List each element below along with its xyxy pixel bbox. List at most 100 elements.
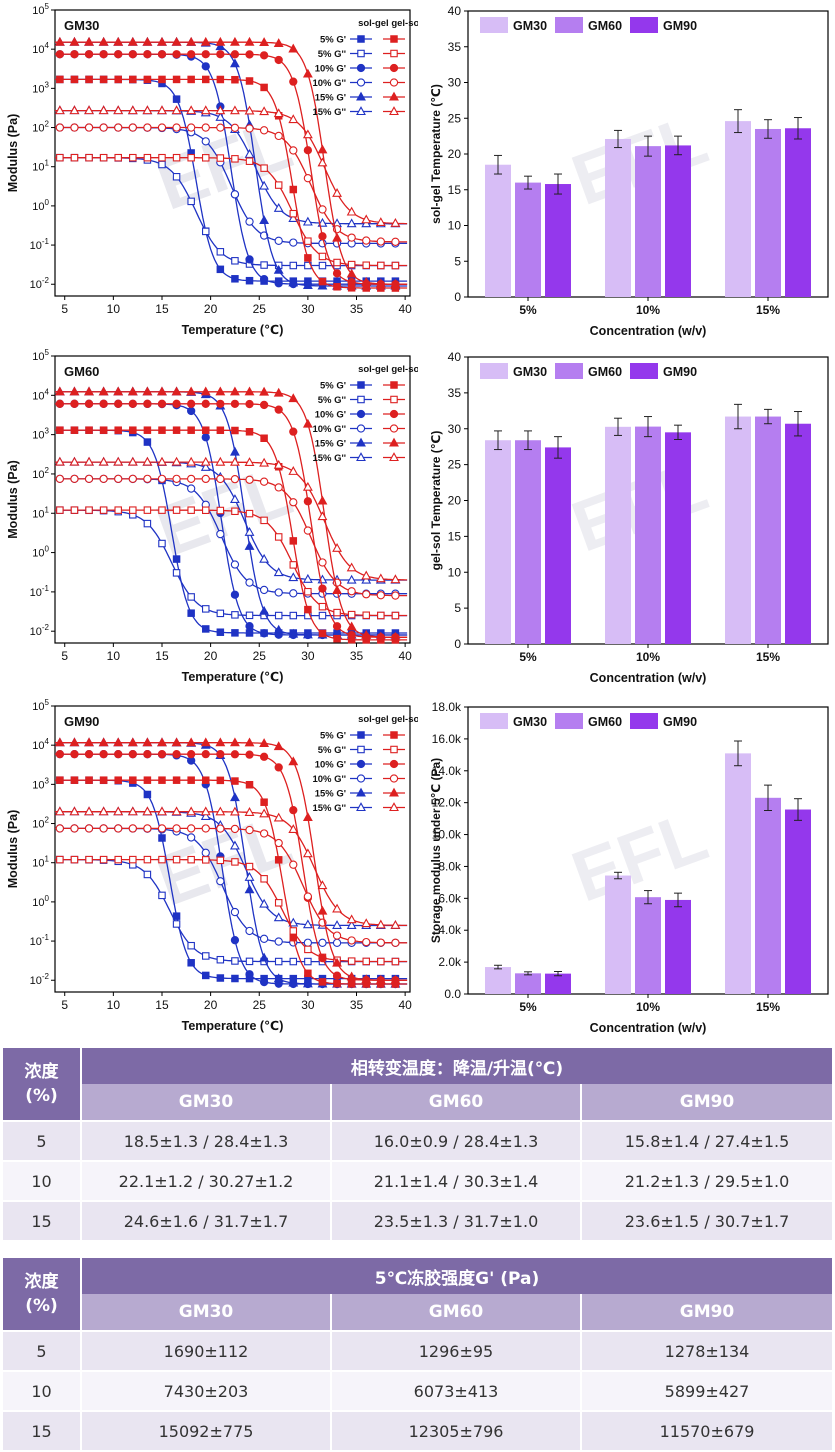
legend-label: 5% G': [320, 381, 346, 392]
data-point: [273, 973, 284, 983]
data-point: [231, 858, 239, 866]
data-point: [304, 237, 312, 245]
data-point: [375, 919, 386, 929]
x-tick-label: 15: [155, 302, 169, 316]
data-point: [259, 180, 270, 190]
data-point: [259, 629, 269, 638]
data-point: [244, 871, 255, 881]
x-tick-label: 20: [204, 302, 218, 316]
rheology-chart-gm90: EFL 5 10 15 20 25 30 35 40 10-2 10-1 100 101 102 103 10…: [0, 696, 418, 1044]
bar: [485, 967, 511, 994]
tick-base: 10: [32, 123, 44, 135]
x-tick-label: 5%: [519, 650, 537, 664]
data-point: [302, 629, 313, 639]
y-tick-label: 101: [32, 505, 49, 520]
x-tick-label: 5%: [519, 303, 537, 317]
data-point: [143, 153, 152, 162]
data-point: [304, 945, 312, 954]
y-tick-label: 4.0k: [438, 923, 462, 937]
data-point: [200, 456, 211, 466]
data-point: [302, 573, 313, 583]
data-point: [245, 750, 254, 759]
bar: [545, 973, 571, 994]
legend-marker: [390, 731, 398, 739]
data-point: [99, 426, 108, 434]
tick-base: 10: [30, 626, 42, 638]
data-point: [200, 811, 211, 820]
data-point: [143, 824, 152, 833]
data-point: [332, 931, 342, 940]
data-point: [85, 855, 93, 864]
y-tick-label: 6.0k: [438, 891, 462, 905]
tick-exponent: 3: [45, 776, 50, 785]
tick-exponent: 5: [45, 2, 50, 11]
data-point: [302, 812, 313, 822]
legend-marker: [389, 91, 399, 101]
data-point: [201, 123, 210, 132]
tick-base: 10: [32, 201, 44, 213]
bar: [515, 182, 541, 297]
y-tick-label: 105: [32, 348, 49, 363]
data-point: [245, 399, 254, 409]
table-cell: 11570±679: [580, 1410, 832, 1450]
data-point: [274, 838, 283, 848]
data-point: [376, 591, 385, 600]
data-point: [157, 50, 167, 59]
data-point: [332, 622, 342, 631]
data-point: [304, 254, 312, 262]
data-point: [187, 959, 195, 967]
data-point: [55, 123, 65, 132]
data-point: [84, 399, 94, 408]
data-point: [127, 36, 138, 46]
bar: [725, 121, 751, 297]
data-point: [289, 77, 298, 86]
tick-exponent: 1: [45, 855, 50, 864]
data-point: [113, 386, 124, 396]
y-tick-label: 10-1: [30, 584, 50, 599]
data-point: [186, 806, 197, 816]
data-point: [274, 181, 283, 189]
data-point: [215, 456, 226, 466]
data-point: [332, 232, 342, 242]
data-point: [216, 750, 225, 759]
bar-chart-sol-gel-temperature: EFL05101520253035405%10%15%Concentration…: [418, 0, 835, 346]
data-point: [114, 50, 123, 59]
table-cell: 6073±413: [330, 1370, 581, 1411]
data-point: [229, 386, 240, 396]
data-point: [229, 446, 240, 456]
y-tick-label: 2.0k: [438, 955, 462, 969]
x-tick-label: 10%: [636, 303, 660, 317]
data-point: [200, 105, 211, 115]
data-point: [259, 400, 269, 410]
data-point: [318, 205, 327, 214]
legend-label: GM60: [588, 365, 622, 379]
data-point: [172, 555, 181, 563]
data-point: [318, 252, 327, 261]
data-point: [215, 111, 226, 121]
y-tick-label: 0: [454, 290, 461, 304]
data-point: [259, 37, 270, 46]
table-cell: 15092±775: [80, 1410, 331, 1450]
data-point: [231, 777, 239, 785]
data-point: [158, 426, 166, 434]
data-point: [201, 848, 210, 857]
data-point: [259, 585, 269, 595]
data-point: [245, 825, 254, 835]
y-tick-label: 103: [32, 776, 49, 791]
legend-label: 10% G': [315, 760, 346, 771]
legend-marker: [390, 745, 398, 754]
data-point: [244, 386, 255, 396]
data-point: [274, 763, 283, 772]
data-point: [260, 261, 268, 269]
data-point: [229, 456, 240, 466]
data-point: [231, 155, 239, 163]
data-point: [216, 506, 225, 515]
data-point: [274, 611, 283, 620]
data-point: [216, 50, 225, 59]
data-point: [273, 38, 284, 48]
data-point: [99, 399, 108, 408]
data-point: [187, 484, 196, 493]
data-point: [202, 227, 210, 236]
data-point: [99, 123, 108, 132]
data-point: [187, 197, 195, 206]
